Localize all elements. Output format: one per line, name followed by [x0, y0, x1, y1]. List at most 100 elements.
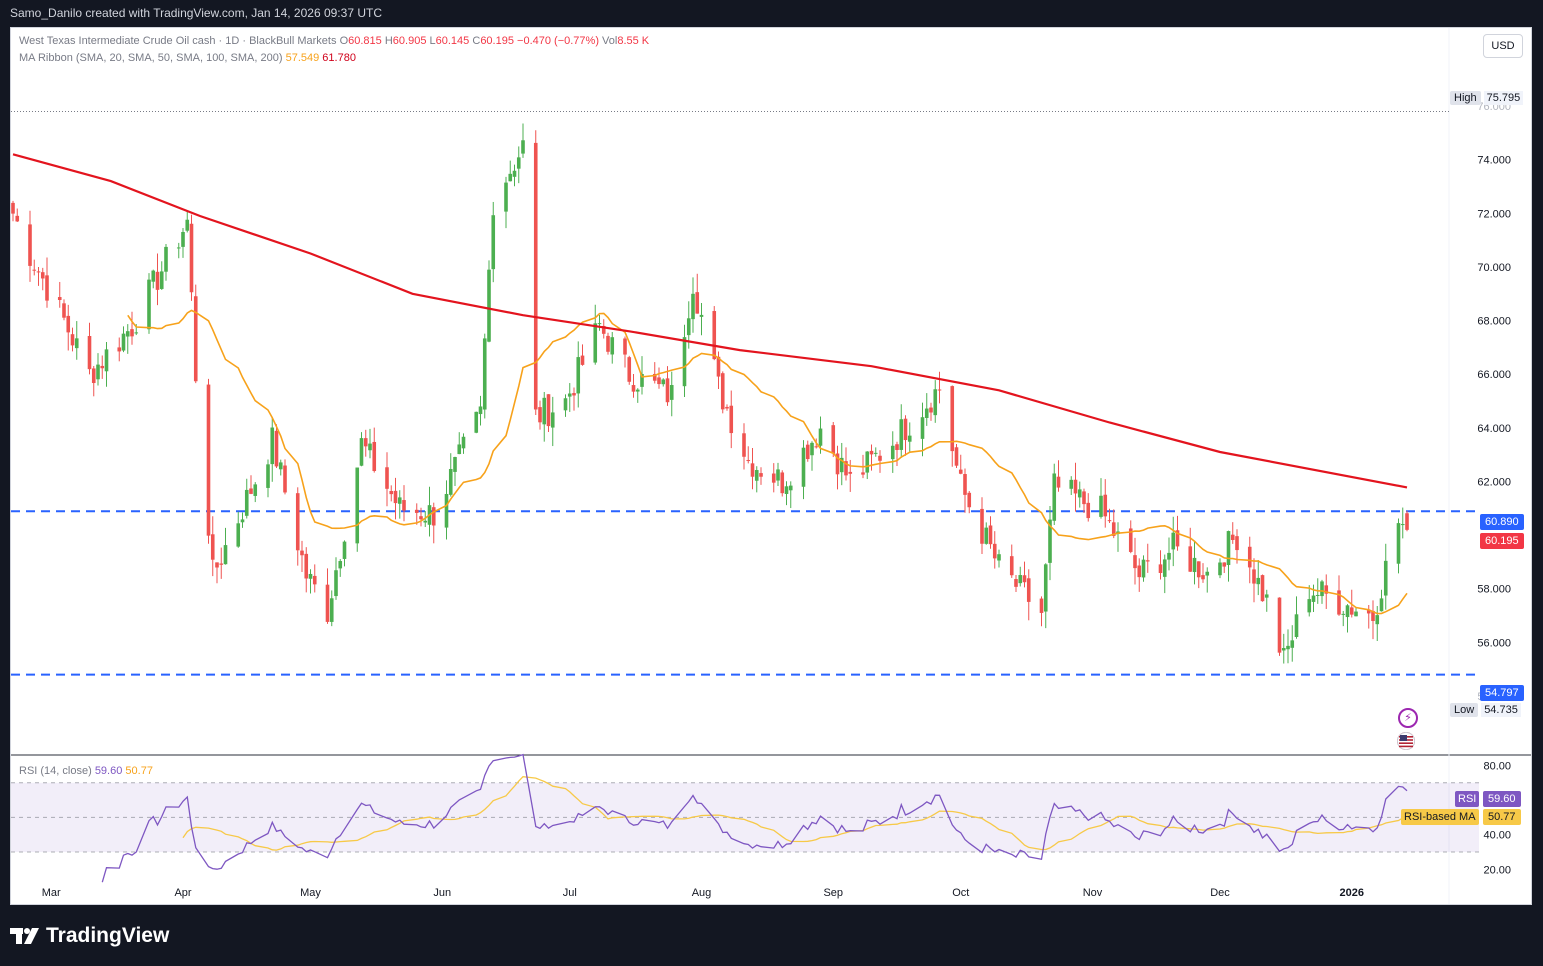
candle-body[interactable]: [1201, 575, 1205, 580]
candle-body[interactable]: [270, 427, 275, 465]
candle-body[interactable]: [1315, 594, 1320, 596]
candle-body[interactable]: [389, 491, 394, 495]
candle-body[interactable]: [627, 357, 632, 382]
candle-body[interactable]: [1396, 523, 1401, 564]
candle-body[interactable]: [984, 527, 989, 544]
candle-body[interactable]: [567, 393, 572, 397]
candle-body[interactable]: [1341, 613, 1346, 615]
rsi-ma-line[interactable]: [182, 776, 1408, 851]
candle-body[interactable]: [1158, 564, 1163, 573]
candle-body[interactable]: [1371, 610, 1375, 622]
candle-body[interactable]: [725, 406, 729, 409]
candle-body[interactable]: [967, 492, 972, 508]
candle-body[interactable]: [1226, 531, 1231, 566]
candle-body[interactable]: [937, 389, 942, 391]
candle-body[interactable]: [652, 373, 657, 381]
candle-body[interactable]: [1230, 534, 1235, 541]
candle-body[interactable]: [155, 271, 160, 290]
candle-body[interactable]: [1349, 607, 1354, 615]
candle-body[interactable]: [125, 331, 130, 337]
candle-body[interactable]: [482, 338, 487, 410]
candle-body[interactable]: [36, 271, 41, 273]
candle-body[interactable]: [759, 473, 763, 477]
candle-body[interactable]: [954, 447, 959, 466]
tradingview-logo[interactable]: TradingView: [10, 924, 169, 948]
candle-body[interactable]: [117, 347, 122, 352]
candle-body[interactable]: [950, 386, 955, 452]
candle-body[interactable]: [304, 553, 309, 579]
candle-body[interactable]: [312, 575, 317, 585]
candle-body[interactable]: [1337, 590, 1341, 615]
candle-body[interactable]: [861, 472, 865, 475]
candle-body[interactable]: [601, 325, 606, 334]
ma-ribbon-label[interactable]: MA Ribbon (SMA, 20, SMA, 50, SMA, 100, S…: [19, 52, 283, 64]
candle-body[interactable]: [193, 296, 198, 382]
candle-body[interactable]: [176, 247, 181, 249]
candle-body[interactable]: [1073, 479, 1078, 494]
candle-body[interactable]: [610, 337, 615, 355]
candle-body[interactable]: [682, 337, 687, 387]
chart-canvas[interactable]: 76.00074.00072.00070.00068.00066.00064.0…: [11, 28, 1532, 905]
candle-body[interactable]: [784, 486, 789, 494]
candle-body[interactable]: [159, 271, 164, 289]
candle-body[interactable]: [1247, 546, 1252, 568]
candle-body[interactable]: [1133, 555, 1137, 569]
candle-body[interactable]: [1103, 494, 1108, 517]
candle-body[interactable]: [563, 398, 568, 411]
candle-body[interactable]: [223, 545, 228, 565]
candle-body[interactable]: [457, 444, 462, 455]
candle-body[interactable]: [890, 445, 895, 460]
candle-body[interactable]: [1107, 520, 1112, 522]
candle-body[interactable]: [491, 215, 496, 270]
candle-body[interactable]: [754, 470, 759, 481]
candle-body[interactable]: [869, 450, 874, 455]
candle-body[interactable]: [538, 407, 542, 423]
candle-body[interactable]: [1260, 575, 1265, 602]
candle-body[interactable]: [253, 484, 258, 496]
rsi-label[interactable]: RSI (14, close): [19, 765, 92, 777]
chart-frame[interactable]: 76.000 74.000 72.000 70.000 68.000 66.000 64.0…: [10, 27, 1532, 905]
candle-body[interactable]: [542, 397, 547, 425]
candle-body[interactable]: [1218, 562, 1222, 576]
candle-body[interactable]: [980, 508, 984, 544]
sma200-line[interactable]: [12, 153, 1408, 489]
candle-body[interactable]: [431, 507, 436, 526]
candle-body[interactable]: [96, 364, 100, 380]
candle-body[interactable]: [606, 335, 610, 352]
candle-body[interactable]: [363, 438, 368, 447]
candle-body[interactable]: [1192, 557, 1197, 573]
candle-body[interactable]: [28, 224, 32, 266]
candle-body[interactable]: [988, 525, 993, 545]
candle-body[interactable]: [771, 473, 776, 483]
candle-body[interactable]: [453, 457, 457, 472]
candle-body[interactable]: [359, 438, 364, 466]
candle-body[interactable]: [210, 534, 215, 560]
candle-body[interactable]: [801, 447, 806, 487]
candle-body[interactable]: [1196, 561, 1201, 578]
candle-body[interactable]: [100, 365, 105, 369]
candle-body[interactable]: [623, 338, 627, 355]
candle-body[interactable]: [151, 270, 156, 282]
candle-body[interactable]: [903, 418, 908, 441]
candle-body[interactable]: [1277, 597, 1282, 653]
candle-body[interactable]: [1324, 585, 1329, 594]
candle-body[interactable]: [699, 314, 704, 317]
candle-body[interactable]: [1264, 594, 1269, 598]
candle-body[interactable]: [74, 338, 79, 349]
candle-body[interactable]: [325, 584, 330, 622]
candle-body[interactable]: [750, 463, 755, 477]
candle-body[interactable]: [640, 373, 644, 387]
candle-body[interactable]: [121, 333, 126, 351]
candle-body[interactable]: [597, 323, 602, 325]
candle-body[interactable]: [1171, 532, 1176, 550]
candle-body[interactable]: [1052, 473, 1057, 521]
candle-body[interactable]: [1039, 598, 1044, 613]
candle-body[interactable]: [444, 493, 449, 528]
candle-body[interactable]: [1018, 575, 1023, 584]
candle-body[interactable]: [878, 455, 882, 461]
candle-body[interactable]: [104, 349, 109, 372]
candle-body[interactable]: [929, 407, 933, 413]
candle-body[interactable]: [1375, 615, 1380, 625]
candle-body[interactable]: [1294, 614, 1299, 637]
candle-body[interactable]: [835, 453, 840, 475]
